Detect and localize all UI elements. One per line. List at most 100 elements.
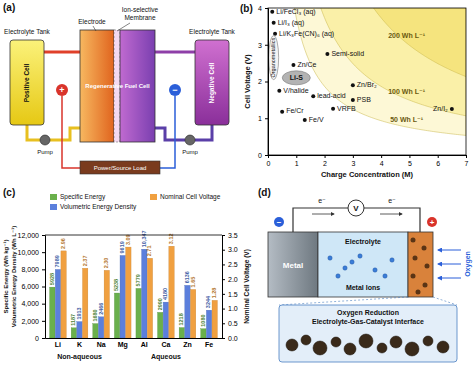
ion: [336, 274, 340, 278]
label: −: [172, 85, 177, 95]
tick-label: 1: [295, 160, 299, 167]
tick-mark: [42, 269, 45, 270]
point: [331, 107, 335, 111]
tick: 1.5: [222, 291, 238, 298]
point: [450, 107, 454, 111]
wire: [160, 96, 175, 168]
axis-line: [42, 236, 46, 339]
catalyst-particle: [423, 336, 433, 346]
plot-frame: [45, 235, 222, 236]
point-label: lead-acid: [317, 92, 346, 99]
tick-label: 4: [258, 5, 262, 12]
catalyst-particle: [377, 343, 387, 353]
tick-label: 8,000: [21, 266, 39, 273]
point: [280, 110, 284, 114]
bar: [114, 293, 119, 338]
point-label: Zn/Br₂: [357, 81, 377, 88]
tick-mark: [265, 82, 268, 83]
plot-background: [268, 8, 466, 155]
label: Metal: [283, 261, 303, 270]
bar: [185, 285, 190, 338]
arrow: [438, 264, 461, 265]
label: Membrane: [124, 14, 155, 21]
electrolyte: [318, 232, 408, 297]
bar: [126, 247, 131, 338]
tick: 10,000: [18, 249, 45, 256]
pointer: [93, 26, 96, 31]
tick-mark: [42, 338, 45, 339]
tick-mark: [222, 250, 225, 251]
tick-mark: [265, 45, 268, 46]
energy-contour: [321, 8, 466, 116]
label: Positive Cell: [23, 63, 30, 102]
pipe: [27, 125, 40, 140]
y-axis: 02,0004,0006,0008,00010,00012,000: [18, 232, 46, 342]
catalyst-particle: [437, 341, 449, 353]
tick: 2: [258, 78, 268, 85]
tick-label: 10,000: [18, 249, 40, 256]
tick-mark: [466, 155, 467, 158]
catalyst-particle: [359, 334, 373, 348]
label: Pump: [182, 149, 198, 155]
bar: [158, 312, 163, 338]
contour-label: 50 Wh L⁻¹: [390, 116, 424, 123]
y-axis: 01234: [258, 5, 268, 159]
terminal: [427, 217, 437, 227]
data-label: 2.30: [103, 258, 109, 269]
ion: [350, 260, 354, 264]
data-label: 1218: [178, 313, 184, 325]
panel-label: (c): [3, 187, 15, 198]
point-label: Organometallics: [270, 37, 276, 77]
data-label: 1.65: [190, 277, 196, 288]
label: +: [430, 218, 435, 227]
pointer: [117, 23, 130, 31]
point: [282, 71, 310, 85]
ion: [383, 274, 387, 278]
data-label: 1.28: [211, 288, 217, 299]
point: [270, 10, 274, 14]
tick-label: K: [77, 341, 82, 348]
label: Oxygen Reduction: [337, 309, 399, 317]
bar: [98, 317, 103, 338]
tick-mark: [42, 321, 45, 322]
label: V: [353, 204, 359, 213]
data-label: 2.71: [146, 246, 152, 257]
tick-label: 6,000: [21, 283, 39, 290]
plot-area: [50, 246, 218, 338]
tick-mark: [353, 155, 354, 158]
tick-label: 1.0: [228, 305, 238, 312]
point: [272, 21, 276, 25]
point-label: Semi-solid: [331, 50, 364, 57]
bar: [169, 246, 174, 338]
point: [325, 52, 329, 56]
tick-label: 2.0: [228, 276, 238, 283]
bar: [71, 328, 76, 338]
tick: K: [77, 341, 82, 348]
tick-mark: [381, 155, 382, 158]
label: Electrode: [78, 18, 106, 25]
plot-frame: [268, 8, 466, 155]
tick: 0: [258, 152, 268, 159]
tick: 4,000: [21, 300, 45, 307]
bar: [120, 255, 125, 338]
bar: [147, 258, 152, 338]
label: Electrolyte Tank: [4, 28, 51, 36]
tick: 3: [351, 155, 355, 167]
tick-mark: [42, 252, 45, 253]
group-label: Aqueous: [151, 353, 181, 361]
catalyst-particle: [313, 341, 327, 355]
panel-a: (a)Electrolyte TankElectrolyte TankPosit…: [3, 2, 236, 174]
tick: 0.0: [222, 335, 238, 342]
data-labels: 5928118716805238577929901218108079891913…: [49, 230, 217, 326]
plot-area: [268, 8, 466, 155]
tick: 2.5: [222, 261, 238, 268]
point: [269, 36, 279, 80]
panel-label: (d): [258, 187, 271, 198]
bar: [201, 329, 206, 338]
metal-anode: [268, 232, 318, 297]
air-cathode: [408, 232, 433, 297]
tick-label: 7: [465, 160, 469, 167]
zoom-line: [279, 297, 457, 305]
tick-mark: [222, 338, 225, 339]
tick-mark: [265, 8, 268, 9]
